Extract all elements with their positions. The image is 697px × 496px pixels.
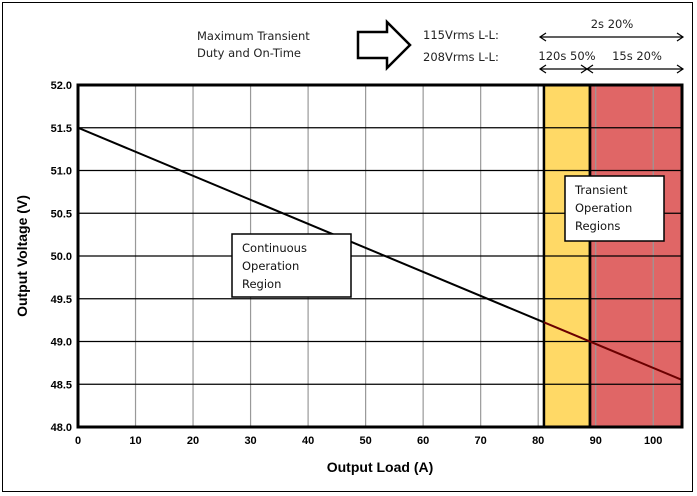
transient-region-box: Transient Operation Regions — [564, 175, 665, 242]
x-tick-label-2: 20 — [187, 435, 199, 447]
y-tick-label-1: 48.5 — [51, 379, 72, 391]
x-tick-label-6: 60 — [417, 435, 429, 447]
y-axis-label: Output Voltage (V) — [14, 195, 30, 317]
v115-label: 115Vrms L-L: — [423, 28, 499, 42]
span-left-label: 120s 50% — [538, 49, 595, 63]
y-tick-label-2: 49.0 — [51, 337, 72, 349]
span-arrow-right — [585, 64, 685, 74]
y-tick-label-6: 51.0 — [51, 166, 72, 178]
y-tick-label-5: 50.5 — [51, 208, 72, 220]
x-tick-label-1: 10 — [129, 435, 141, 447]
v208-label: 208Vrms L-L: — [423, 50, 499, 64]
x-tick-label-4: 40 — [302, 435, 314, 447]
transient-line2: Operation — [575, 201, 632, 215]
duty-label-line2: Duty and On-Time — [197, 46, 301, 60]
y-tick-label-0: 48.0 — [51, 422, 72, 434]
series-line-segment-a — [77, 126, 545, 324]
x-tick-label-0: 0 — [75, 435, 81, 447]
duty-label-line1: Maximum Transient — [197, 29, 310, 43]
transient-line3: Regions — [575, 219, 620, 233]
plot-border — [76, 83, 684, 429]
span-arrow-left — [538, 64, 589, 74]
x-tick-label-3: 30 — [244, 435, 256, 447]
figure-frame — [2, 2, 693, 492]
transient-line1: Transient — [574, 183, 628, 197]
x-tick-label-10: 100 — [644, 435, 662, 447]
y-tick-label-7: 51.5 — [51, 123, 72, 135]
y-tick-labels: 48.0 48.5 49.0 49.5 50.0 50.5 51.0 51.5 52.0 — [51, 80, 72, 434]
x-tick-label-9: 90 — [590, 435, 602, 447]
x-tick-labels: 0 10 20 30 40 50 60 70 80 90 100 — [75, 435, 662, 447]
right-arrow-icon — [356, 18, 412, 72]
continuous-line3: Region — [242, 277, 281, 291]
continuous-region-box: Continuous Operation Region — [231, 233, 352, 298]
x-tick-label-8: 80 — [532, 435, 544, 447]
y-tick-label-8: 52.0 — [51, 80, 72, 92]
x-tick-label-7: 70 — [475, 435, 487, 447]
continuous-line2: Operation — [242, 259, 299, 273]
span-top-label: 2s 20% — [591, 17, 634, 31]
y-tick-label-3: 49.5 — [51, 294, 72, 306]
span-right-label: 15s 20% — [612, 49, 662, 63]
series-line-segment-b — [543, 321, 683, 381]
y-tick-label-4: 50.0 — [51, 251, 72, 263]
header: Maximum Transient Duty and On-Time 115Vr… — [197, 17, 685, 74]
span-arrow-top — [538, 32, 685, 42]
x-tick-label-5: 50 — [359, 435, 371, 447]
x-axis-label: Output Load (A) — [327, 459, 434, 475]
continuous-line1: Continuous — [242, 241, 307, 255]
